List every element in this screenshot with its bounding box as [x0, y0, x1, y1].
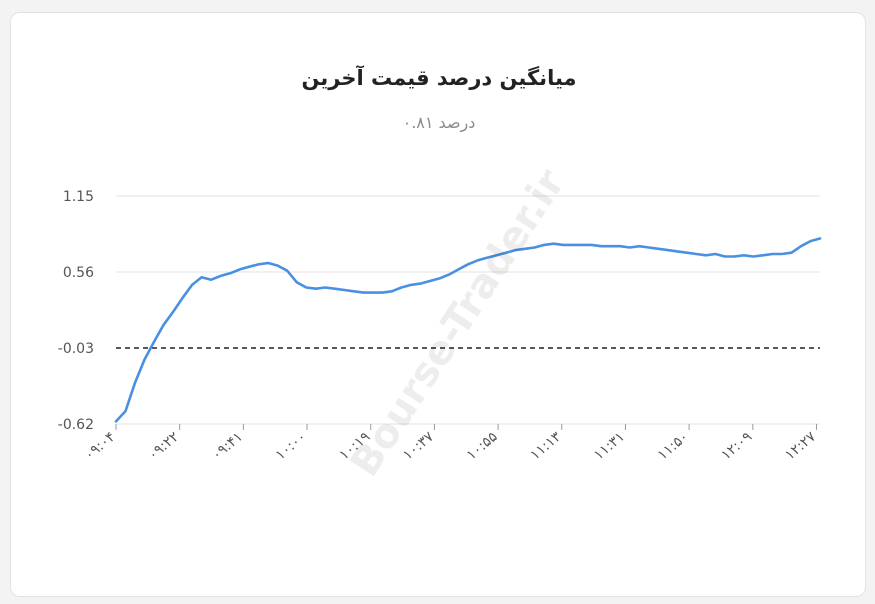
x-tick-label: ۱۰:۰۰: [273, 429, 310, 464]
x-tick-label: ۱۱:۳۱: [591, 429, 628, 464]
y-tick-label: 0.56: [63, 265, 94, 281]
chart-subtitle: درصد ۰.۸۱: [402, 113, 476, 132]
chart-title: میانگین درصد قیمت آخرین: [301, 66, 577, 90]
x-tick-label: ۰۹:۴۱: [209, 429, 246, 464]
y-tick-label: -0.62: [58, 417, 94, 433]
chart-card: میانگین درصد قیمت آخرین درصد ۰.۸۱: [10, 12, 866, 597]
y-tick-label: 1.15: [63, 189, 94, 205]
x-tick-label: ۰۹:۰۴: [82, 429, 119, 464]
x-tick-label: ۱۲:۲۷: [782, 428, 819, 463]
x-tick-label: ۱۰:۵۵: [464, 429, 501, 464]
x-tick-label: ۱۱:۱۳: [527, 428, 564, 463]
x-tick-label: ۱۲:۰۹: [718, 429, 755, 464]
x-tick-label: ۰۹:۲۲: [145, 429, 182, 464]
x-tick-label: ۱۱:۵۰: [655, 429, 692, 464]
series-line: [114, 237, 822, 423]
y-tick-label: -0.03: [58, 341, 94, 357]
